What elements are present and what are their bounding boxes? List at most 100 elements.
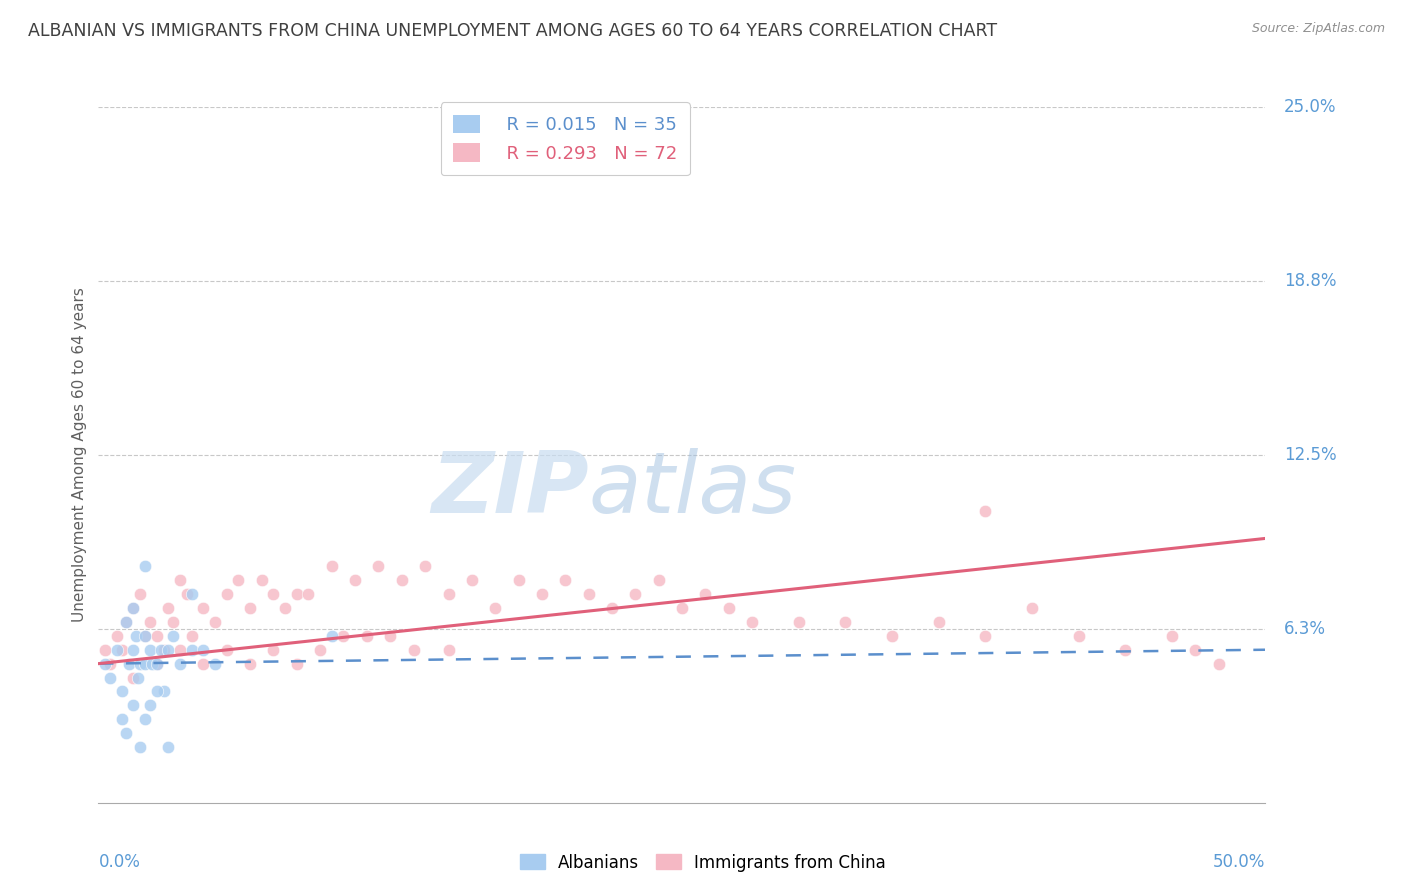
Text: 12.5%: 12.5% [1284,446,1337,464]
Point [741,615,763,629]
Point [152,684,174,698]
Point [356,629,378,643]
Point [461,573,484,587]
Text: 18.8%: 18.8% [1284,272,1337,290]
Point [157,642,180,657]
Point [134,629,156,643]
Text: Source: ZipAtlas.com: Source: ZipAtlas.com [1251,22,1385,36]
Point [122,698,145,713]
Point [239,601,262,615]
Point [437,642,460,657]
Point [139,698,162,713]
Point [176,587,198,601]
Point [193,657,215,671]
Point [204,615,226,629]
Point [111,712,134,726]
Point [1021,601,1043,615]
Point [1184,642,1206,657]
Point [134,657,156,671]
Point [974,629,997,643]
Point [146,629,169,643]
Y-axis label: Unemployment Among Ages 60 to 64 years: Unemployment Among Ages 60 to 64 years [72,287,87,623]
Point [122,671,145,685]
Point [139,615,162,629]
Point [530,587,553,601]
Point [578,587,600,601]
Legend:   R = 0.015   N = 35,   R = 0.293   N = 72: R = 0.015 N = 35, R = 0.293 N = 72 [440,103,690,175]
Point [169,642,191,657]
Point [122,601,145,615]
Point [115,615,138,629]
Point [787,615,810,629]
Point [162,615,184,629]
Point [157,740,180,755]
Point [1208,657,1230,671]
Point [274,601,297,615]
Point [974,503,997,517]
Point [321,559,343,574]
Point [193,601,215,615]
Point [367,559,389,574]
Point [484,601,506,615]
Point [671,601,693,615]
Point [600,601,623,615]
Point [344,573,367,587]
Point [115,726,138,740]
Point [125,629,148,643]
Point [647,573,669,587]
Point [180,587,202,601]
Point [169,573,191,587]
Point [180,642,202,657]
Point [150,642,173,657]
Point [134,629,156,643]
Point [162,629,184,643]
Point [413,559,436,574]
Legend: Albanians, Immigrants from China: Albanians, Immigrants from China [515,848,891,877]
Point [193,642,215,657]
Point [380,629,402,643]
Point [129,587,152,601]
Point [115,615,138,629]
Point [332,629,354,643]
Text: ALBANIAN VS IMMIGRANTS FROM CHINA UNEMPLOYMENT AMONG AGES 60 TO 64 YEARS CORRELA: ALBANIAN VS IMMIGRANTS FROM CHINA UNEMPL… [28,22,997,40]
Point [695,587,717,601]
Point [94,642,117,657]
Point [391,573,413,587]
Point [239,657,262,671]
Point [98,657,121,671]
Point [1067,629,1090,643]
Point [1161,629,1184,643]
Point [146,657,169,671]
Point [129,657,152,671]
Point [228,573,250,587]
Point [437,587,460,601]
Point [98,671,121,685]
Point [169,657,191,671]
Text: 0.0%: 0.0% [98,853,141,871]
Point [146,657,169,671]
Point [129,740,152,755]
Text: 25.0%: 25.0% [1284,98,1337,116]
Point [122,601,145,615]
Point [204,657,226,671]
Point [139,642,162,657]
Point [134,559,156,574]
Text: 50.0%: 50.0% [1213,853,1265,871]
Point [250,573,273,587]
Point [472,86,495,100]
Point [127,671,149,685]
Point [146,684,169,698]
Point [880,629,903,643]
Point [624,587,647,601]
Point [111,684,134,698]
Text: atlas: atlas [589,448,797,532]
Text: 6.3%: 6.3% [1284,620,1326,638]
Point [111,642,134,657]
Point [321,629,343,643]
Point [402,642,425,657]
Point [215,587,238,601]
Point [105,629,128,643]
Point [152,642,174,657]
Text: ZIP: ZIP [430,448,589,532]
Point [141,657,163,671]
